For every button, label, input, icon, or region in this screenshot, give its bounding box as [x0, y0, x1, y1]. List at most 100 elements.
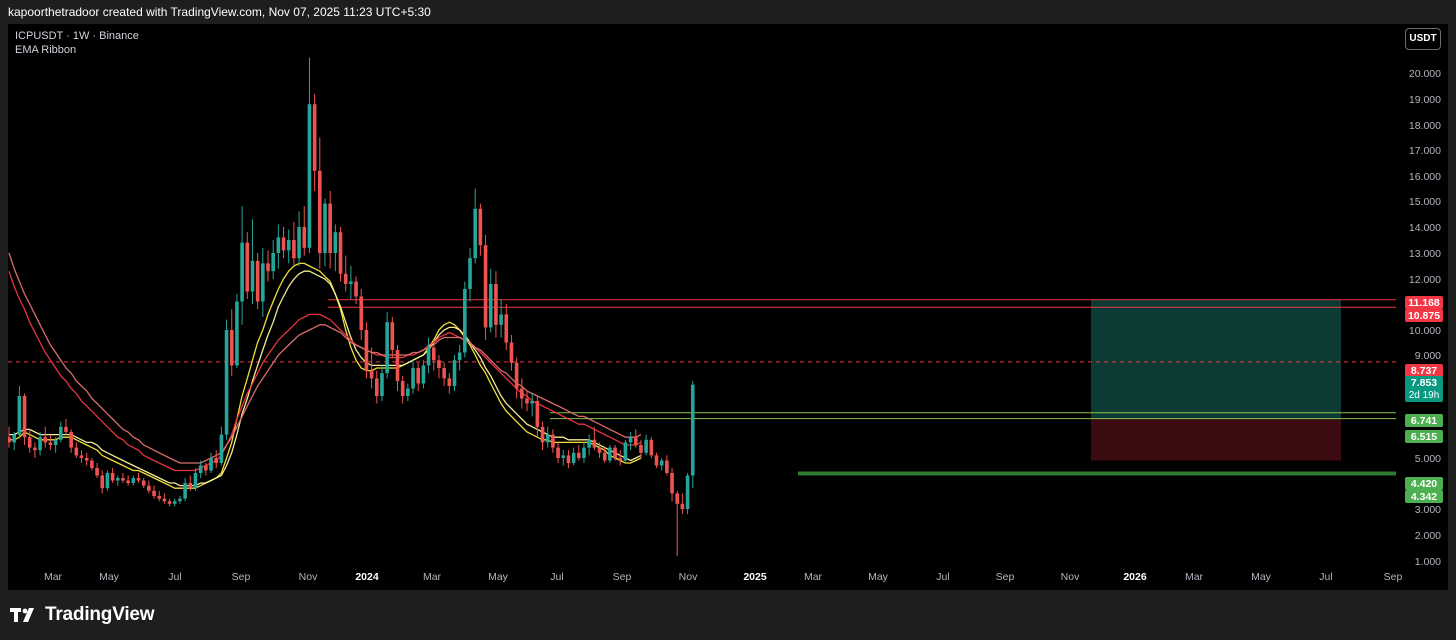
candle	[297, 211, 301, 266]
candle	[17, 386, 22, 438]
candle	[167, 498, 172, 507]
candle	[608, 445, 612, 463]
candle	[349, 266, 353, 299]
y-tick-label: 2.000	[1415, 530, 1441, 542]
x-tick-label: Jul	[1319, 571, 1332, 583]
candle	[390, 317, 395, 358]
candle	[690, 381, 695, 489]
candle	[224, 319, 229, 440]
candle	[152, 485, 156, 499]
candle	[628, 432, 633, 451]
candle-body	[281, 237, 286, 251]
candle-body	[22, 396, 27, 438]
price-label-bg	[1405, 296, 1443, 309]
chart-panel[interactable]: 20.000 19.000 18.000 17.000 16.000 15.000 14.0…	[8, 24, 1448, 590]
candle-body	[602, 452, 607, 461]
candle-body	[69, 432, 73, 448]
candle-body	[483, 245, 488, 328]
candle	[659, 458, 664, 471]
candle-body	[193, 473, 198, 489]
candle-body	[121, 478, 125, 481]
candle-body	[551, 434, 555, 448]
x-tick-label: Jul	[550, 571, 563, 583]
candle	[27, 429, 32, 453]
candle-body	[131, 478, 136, 483]
candle	[235, 294, 239, 368]
candle-body	[167, 501, 172, 504]
candle-body	[582, 447, 586, 458]
candle	[561, 450, 566, 466]
candle	[84, 452, 89, 466]
x-tick-label: Nov	[679, 571, 698, 583]
candle	[22, 393, 27, 445]
candle	[680, 493, 685, 515]
candle-body	[359, 296, 364, 330]
y-tick-label: 10.000	[1409, 325, 1441, 337]
price-label-bg	[1405, 430, 1443, 443]
candle-body	[286, 240, 291, 251]
candle	[115, 475, 120, 486]
candle	[535, 396, 540, 438]
candle-body	[333, 232, 338, 253]
candle	[431, 340, 436, 371]
x-tick-label: Jul	[168, 571, 181, 583]
candle-body	[685, 475, 690, 509]
candle	[183, 478, 187, 502]
candle-body	[79, 455, 84, 458]
candle-body	[587, 439, 591, 448]
candle	[566, 450, 571, 468]
candle	[38, 432, 42, 456]
candle	[442, 362, 446, 386]
candle-body	[390, 322, 395, 350]
candle	[494, 271, 498, 338]
candle-body	[395, 350, 400, 381]
candle-body	[597, 447, 602, 453]
candle	[255, 253, 260, 310]
candle-body	[530, 401, 534, 404]
candle	[582, 442, 586, 463]
tradingview-wordmark: TradingView	[45, 604, 155, 625]
candle	[141, 478, 146, 489]
candle	[556, 442, 560, 463]
candle-body	[266, 263, 270, 272]
y-tick-label: 15.000	[1409, 196, 1441, 208]
ema-line-1	[9, 270, 642, 487]
countdown-label: 2d 19h	[1409, 390, 1440, 401]
candle	[198, 460, 203, 478]
candle	[245, 232, 250, 299]
x-tick-label: Jul	[936, 571, 949, 583]
candle	[172, 498, 177, 507]
candle-body	[12, 434, 16, 443]
candle-body	[452, 360, 457, 386]
attribution-text: kapoorthetradoor created with TradingVie…	[8, 5, 431, 19]
candle-body	[126, 480, 130, 483]
candle-body	[27, 437, 32, 448]
indicator-name[interactable]: EMA Ribbon	[15, 44, 77, 56]
candle-body	[494, 284, 498, 325]
symbol-line: ICPUSDT · 1W · Binance	[15, 30, 139, 42]
candle	[545, 426, 550, 448]
candle	[12, 432, 16, 451]
candle-body	[235, 301, 239, 366]
currency-unit-button[interactable]: USDT	[1405, 28, 1441, 50]
x-tick-label: Mar	[1185, 571, 1204, 583]
candle-body	[633, 437, 638, 445]
candle-body	[95, 468, 99, 476]
candle	[530, 393, 534, 417]
candle	[292, 221, 296, 266]
candle	[525, 391, 529, 412]
candle-body	[618, 458, 623, 461]
y-tick-label: 20.000	[1409, 68, 1441, 80]
candle	[323, 198, 327, 266]
candle	[592, 426, 597, 451]
candle	[157, 490, 162, 502]
ema-line-0	[9, 262, 642, 489]
candle-body	[110, 473, 115, 481]
candlestick-chart[interactable]: 20.000 19.000 18.000 17.000 16.000 15.000 14.0…	[8, 24, 1448, 590]
candle-body	[53, 439, 58, 445]
tradingview-logo[interactable]: TradingView	[10, 604, 155, 626]
candle	[229, 309, 234, 376]
candle-body	[608, 447, 612, 461]
candle	[204, 463, 208, 476]
candle	[618, 450, 623, 466]
